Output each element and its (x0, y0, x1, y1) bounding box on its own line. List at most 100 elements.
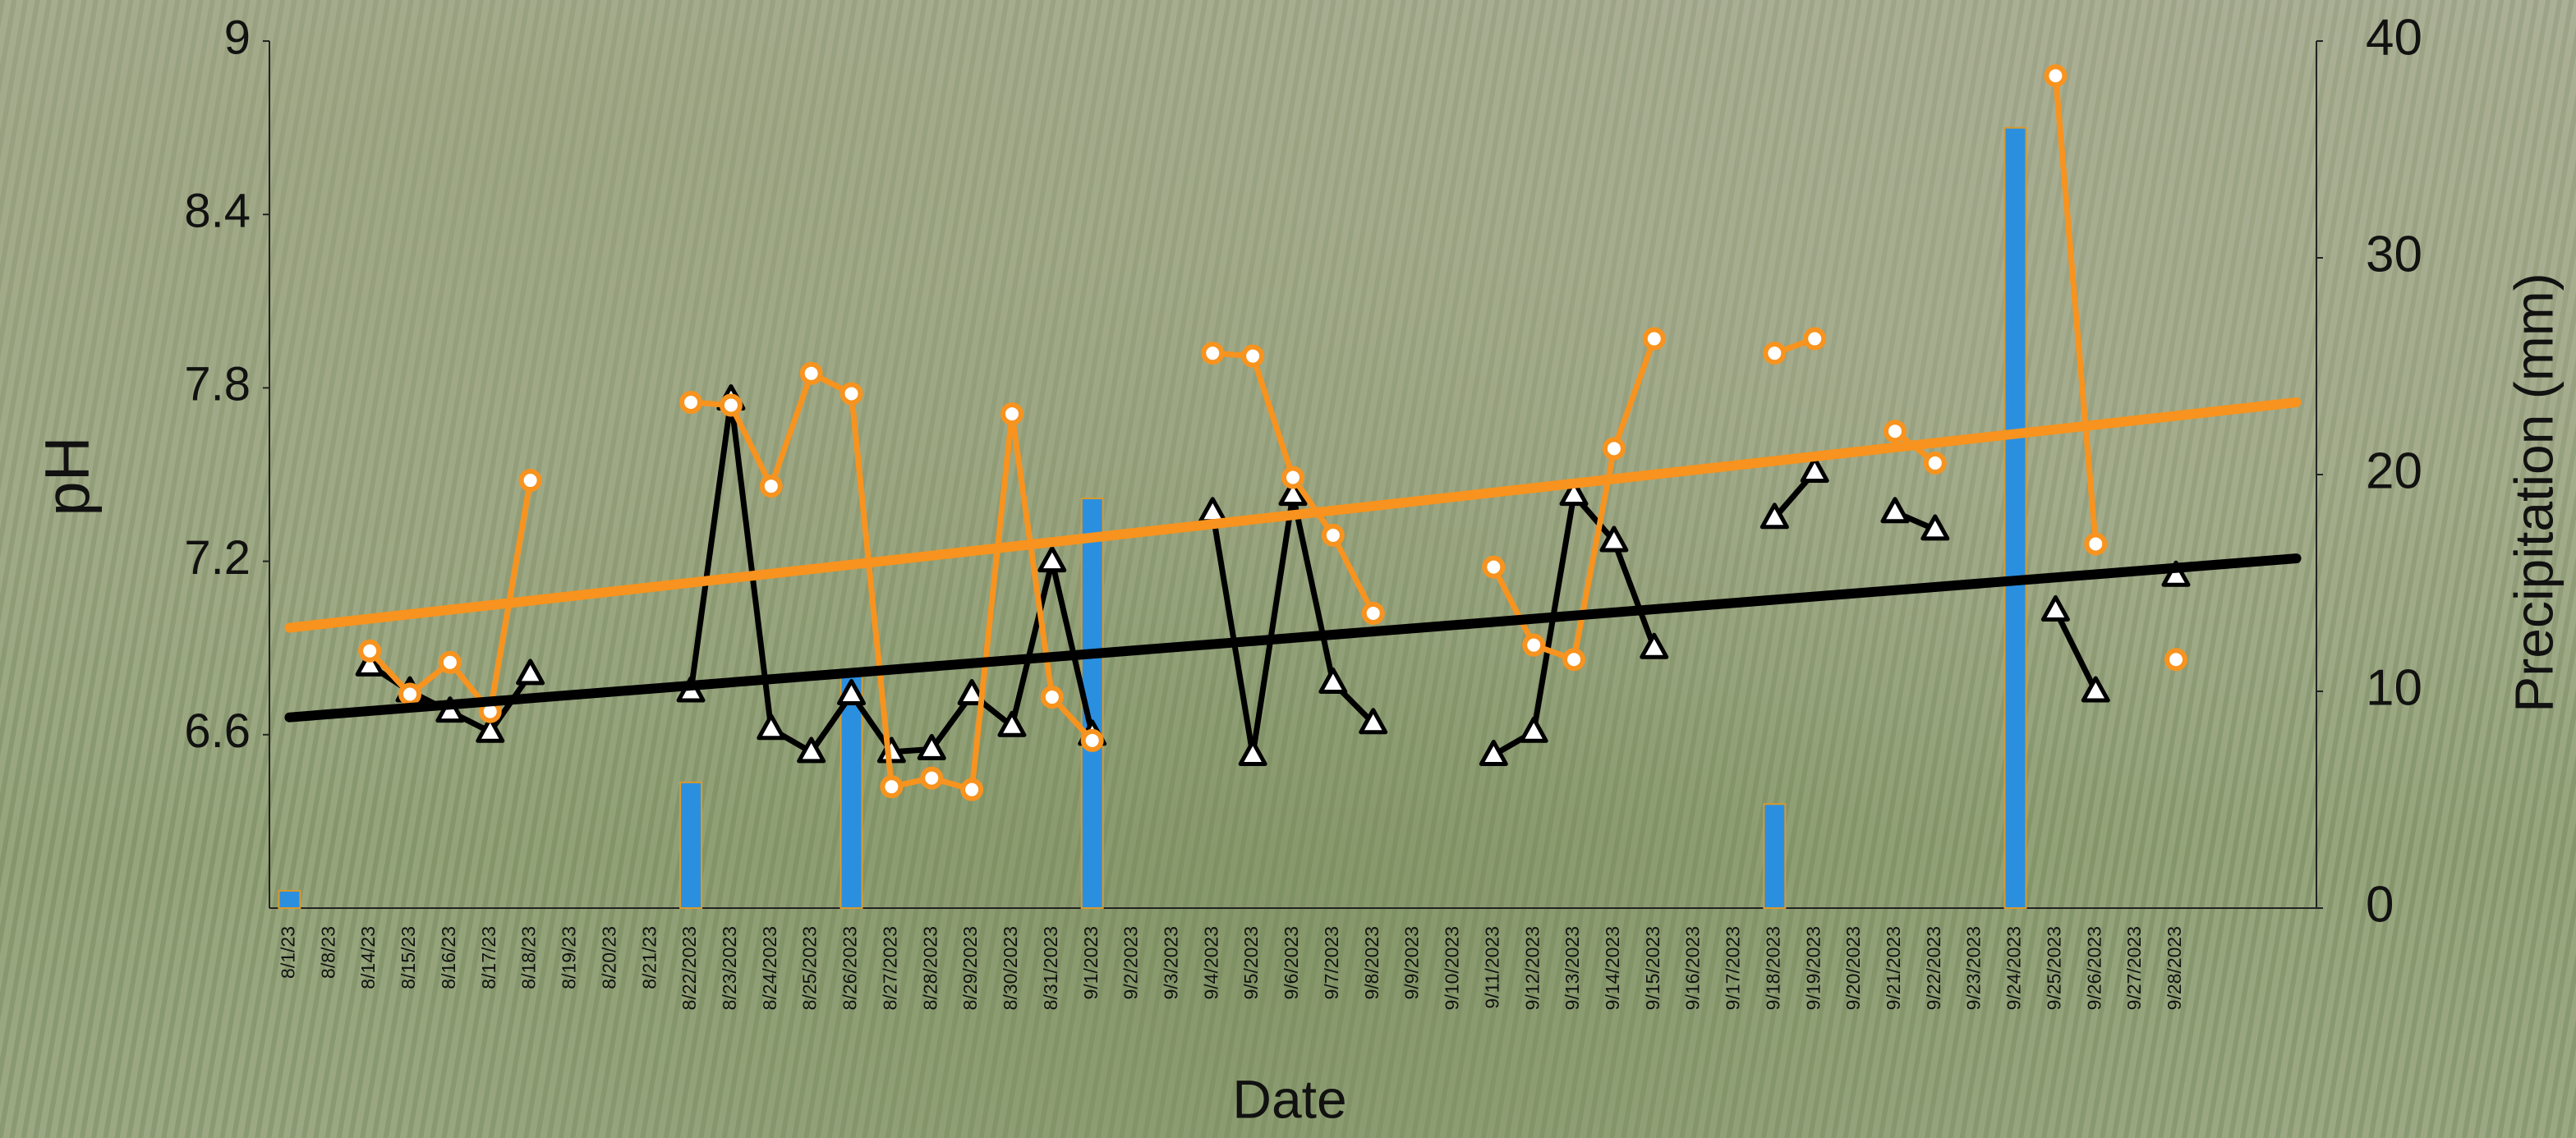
y2-axis-label: Precipitation (mm) (2503, 273, 2564, 712)
ph-marker (1521, 718, 1546, 741)
ph-marker (1040, 548, 1065, 571)
x-tick-label: 8/18/23 (518, 926, 540, 989)
y-axis-label: pH (33, 436, 103, 516)
x-tick-label: 8/23/2023 (719, 926, 740, 1010)
precip-bar (680, 782, 702, 908)
x-tick-label: 9/23/2023 (1963, 926, 1985, 1010)
ph-marker (441, 654, 459, 672)
y-tick-label: 6.6 (184, 704, 251, 758)
ph-marker (1565, 650, 1583, 668)
ph-marker (722, 397, 740, 415)
x-tick-label: 9/19/2023 (1802, 926, 1824, 1010)
ph-marker (2086, 535, 2104, 553)
ph-marker (1043, 688, 1061, 706)
trend-line (289, 402, 2296, 628)
x-tick-label: 8/31/2023 (1040, 926, 1061, 1010)
x-tick-label: 8/24/2023 (759, 926, 780, 1010)
x-tick-label: 8/14/23 (357, 926, 379, 989)
x-tick-label: 9/3/2023 (1160, 926, 1181, 1000)
ph-marker (1642, 635, 1667, 657)
x-tick-label: 8/8/23 (317, 926, 338, 979)
ph-marker (1321, 669, 1346, 691)
ph-marker (963, 781, 981, 799)
x-tick-label: 9/18/2023 (1762, 926, 1783, 1010)
x-tick-label: 9/9/2023 (1401, 926, 1423, 1000)
y-tick-label: 8.4 (184, 185, 251, 238)
ph-marker (1886, 422, 1904, 440)
x-tick-label: 9/4/2023 (1200, 926, 1221, 1000)
x-tick-label: 9/11/2023 (1481, 926, 1502, 1009)
x-tick-label: 8/1/23 (278, 926, 299, 979)
x-tick-label: 9/12/2023 (1521, 926, 1543, 1010)
ph-marker (522, 471, 540, 489)
x-tick-label: 9/5/2023 (1240, 926, 1262, 1000)
x-tick-label: 8/28/2023 (919, 926, 941, 1010)
trend-line (289, 558, 2296, 718)
x-tick-label: 9/2/2023 (1120, 926, 1142, 1000)
x-tick-label: 8/26/2023 (840, 926, 861, 1010)
x-axis-label: Date (1232, 1068, 1346, 1129)
ph-marker (1926, 454, 1944, 472)
ph-marker (401, 686, 419, 704)
ph-marker (1324, 526, 1342, 544)
y2-tick-label: 40 (2366, 9, 2422, 66)
ph-marker (2167, 650, 2185, 668)
ph-marker (1244, 347, 1262, 365)
ph-marker (759, 716, 784, 738)
x-tick-label: 9/7/2023 (1321, 926, 1342, 1000)
x-tick-label: 8/22/2023 (678, 926, 700, 1010)
ph-marker (518, 661, 543, 683)
x-tick-label: 8/25/2023 (799, 926, 821, 1010)
ph-marker (843, 384, 861, 402)
ph-marker (682, 393, 700, 411)
y-tick-label: 7.2 (184, 531, 251, 585)
x-tick-label: 8/29/2023 (959, 926, 981, 1010)
ph-line (370, 399, 2176, 755)
ph-marker (1003, 405, 1021, 423)
ph-marker (2083, 678, 2108, 700)
x-tick-label: 9/8/2023 (1361, 926, 1382, 1000)
y2-tick-label: 0 (2366, 876, 2394, 933)
y2-tick-label: 20 (2366, 443, 2422, 499)
x-tick-label: 9/24/2023 (2003, 926, 2025, 1010)
x-tick-label: 8/19/23 (559, 926, 580, 989)
ph-marker (1605, 439, 1623, 457)
ph-marker (762, 477, 780, 495)
x-tick-label: 9/20/2023 (1842, 926, 1864, 1010)
x-tick-label: 8/21/23 (638, 926, 660, 989)
x-tick-label: 9/13/2023 (1562, 926, 1583, 1010)
x-tick-label: 9/10/2023 (1442, 926, 1463, 1010)
ph-marker (1525, 636, 1543, 654)
y-tick-label: 9 (224, 11, 251, 64)
ph-marker (1083, 732, 1102, 750)
x-tick-label: 9/17/2023 (1723, 926, 1744, 1010)
page: Date pH Precipitation (mm) 6.67.27.88.49… (0, 0, 2576, 1138)
ph-marker (1883, 499, 1907, 521)
ph-marker (1364, 604, 1382, 622)
x-tick-label: 9/15/2023 (1642, 926, 1663, 1010)
x-tick-label: 9/27/2023 (2123, 926, 2145, 1010)
x-tick-label: 8/30/2023 (1000, 926, 1021, 1010)
ph-marker (922, 769, 941, 787)
y2-tick-label: 10 (2366, 659, 2422, 716)
x-tick-label: 9/1/2023 (1080, 926, 1102, 1000)
ph-marker (1645, 330, 1663, 348)
x-tick-label: 8/20/23 (598, 926, 619, 989)
ph-marker (1240, 741, 1265, 764)
ph-marker (1765, 344, 1783, 362)
ph-marker (1484, 558, 1502, 576)
x-tick-label: 9/22/2023 (1923, 926, 1944, 1010)
y2-tick-label: 30 (2366, 226, 2422, 282)
x-tick-label: 9/26/2023 (2083, 926, 2104, 1010)
precip-bar (2005, 128, 2026, 908)
ph-marker (1806, 330, 1824, 348)
ph-marker (1200, 499, 1225, 521)
x-tick-label: 9/21/2023 (1883, 926, 1904, 1010)
chart: Date pH Precipitation (mm) 6.67.27.88.49… (0, 0, 2576, 1138)
ph-marker (882, 778, 900, 796)
x-tick-label: 9/25/2023 (2043, 926, 2064, 1010)
ph-marker (803, 365, 821, 383)
x-tick-label: 9/6/2023 (1281, 926, 1302, 1000)
x-tick-label: 8/16/23 (438, 926, 459, 989)
ph-marker (1203, 344, 1221, 362)
